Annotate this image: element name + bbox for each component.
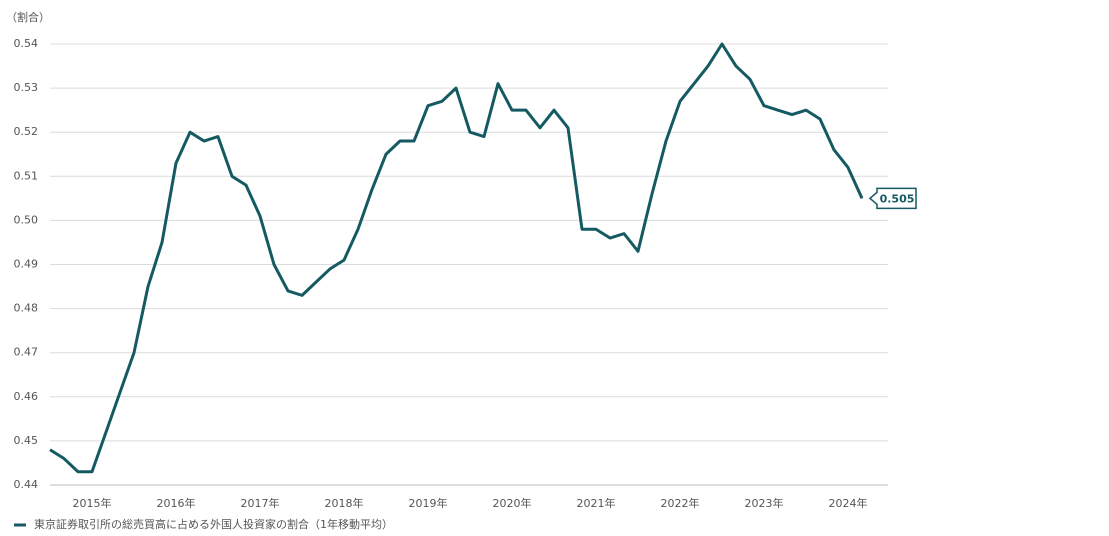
y-tick-label: 0.50 (14, 213, 39, 226)
end-value-label: 0.505 (880, 192, 915, 205)
y-tick-label: 0.44 (14, 478, 39, 491)
y-tick-label: 0.54 (14, 37, 39, 50)
y-tick-label: 0.47 (14, 346, 39, 359)
x-tick-label: 2020年 (493, 496, 532, 510)
x-tick-label: 2016年 (157, 496, 196, 510)
x-tick-label: 2024年 (829, 496, 868, 510)
x-tick-label: 2019年 (409, 496, 448, 510)
legend-label: 東京証券取引所の総売買高に占める外国人投資家の割合（1年移動平均） (34, 517, 393, 531)
x-tick-label: 2017年 (241, 496, 280, 510)
y-tick-label: 0.49 (14, 258, 39, 271)
y-tick-label: 0.46 (14, 390, 39, 403)
x-tick-label: 2021年 (577, 496, 616, 510)
y-tick-label: 0.45 (14, 434, 39, 447)
y-axis-label: （割合） (6, 10, 50, 24)
x-tick-label: 2015年 (73, 496, 112, 510)
y-tick-label: 0.48 (14, 302, 39, 315)
y-tick-label: 0.51 (14, 169, 39, 182)
x-tick-label: 2022年 (661, 496, 700, 510)
end-callout (868, 187, 917, 210)
series-line (49, 42, 864, 474)
y-tick-label: 0.53 (14, 81, 39, 94)
x-tick-label: 2023年 (745, 496, 784, 510)
y-tick-label: 0.52 (14, 125, 39, 138)
x-tick-label: 2018年 (325, 496, 364, 510)
